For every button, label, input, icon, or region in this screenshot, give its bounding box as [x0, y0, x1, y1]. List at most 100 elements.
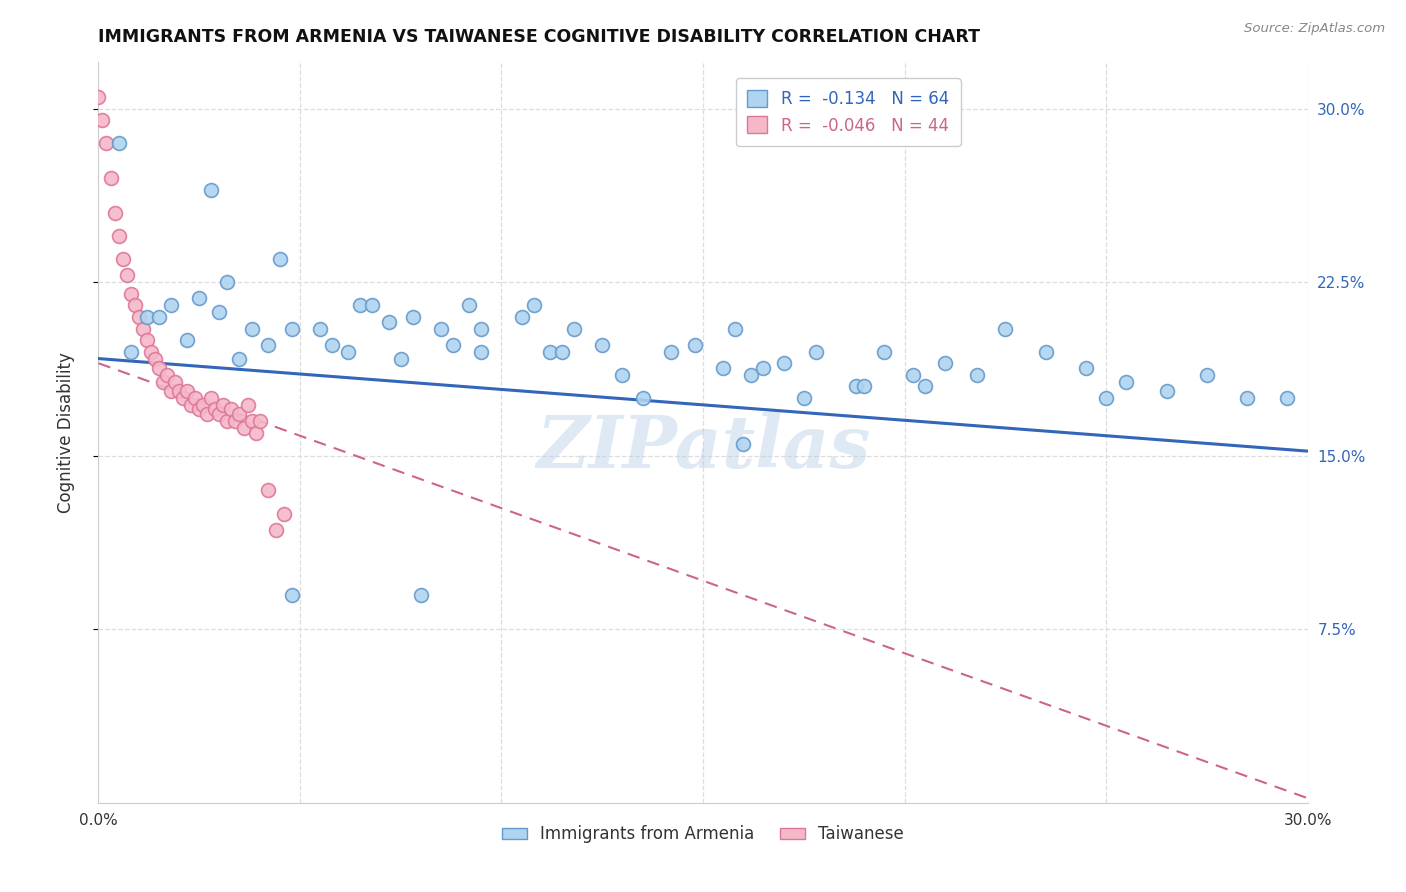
- Point: [562, 321, 585, 335]
- Point: [87, 90, 110, 104]
- Point: [914, 379, 936, 393]
- Point: [240, 414, 263, 428]
- Point: [402, 310, 425, 324]
- Point: [221, 402, 243, 417]
- Point: [901, 368, 924, 382]
- Point: [523, 298, 546, 312]
- Point: [107, 136, 129, 151]
- Point: [236, 398, 259, 412]
- Point: [160, 384, 183, 398]
- Point: [115, 268, 138, 283]
- Point: [228, 351, 250, 366]
- Text: Source: ZipAtlas.com: Source: ZipAtlas.com: [1244, 22, 1385, 36]
- Point: [458, 298, 481, 312]
- Point: [195, 407, 218, 421]
- Point: [160, 298, 183, 312]
- Point: [441, 337, 464, 351]
- Point: [966, 368, 988, 382]
- Point: [193, 398, 215, 412]
- Point: [269, 252, 291, 266]
- Point: [124, 298, 146, 312]
- Point: [389, 351, 412, 366]
- Point: [172, 391, 194, 405]
- Point: [377, 314, 399, 328]
- Point: [204, 402, 226, 417]
- Point: [430, 321, 453, 335]
- Point: [132, 321, 155, 335]
- Point: [228, 407, 250, 421]
- Point: [321, 337, 343, 351]
- Point: [1236, 391, 1258, 405]
- Point: [873, 344, 896, 359]
- Point: [208, 305, 231, 319]
- Point: [156, 368, 179, 382]
- Point: [208, 407, 231, 421]
- Point: [281, 321, 304, 335]
- Point: [103, 206, 125, 220]
- Point: [188, 292, 211, 306]
- Point: [200, 391, 222, 405]
- Point: [1035, 344, 1057, 359]
- Point: [232, 421, 254, 435]
- Point: [591, 337, 613, 351]
- Text: IMMIGRANTS FROM ARMENIA VS TAIWANESE COGNITIVE DISABILITY CORRELATION CHART: IMMIGRANTS FROM ARMENIA VS TAIWANESE COG…: [98, 28, 980, 45]
- Point: [152, 375, 174, 389]
- Point: [111, 252, 134, 266]
- Point: [184, 391, 207, 405]
- Point: [188, 402, 211, 417]
- Point: [96, 136, 118, 151]
- Point: [139, 344, 162, 359]
- Point: [470, 344, 492, 359]
- Point: [804, 344, 827, 359]
- Y-axis label: Cognitive Disability: Cognitive Disability: [56, 352, 75, 513]
- Point: [740, 368, 762, 382]
- Point: [212, 398, 235, 412]
- Point: [1074, 360, 1097, 375]
- Point: [200, 183, 222, 197]
- Point: [176, 384, 198, 398]
- Point: [1277, 391, 1299, 405]
- Point: [1115, 375, 1137, 389]
- Point: [264, 523, 287, 537]
- Point: [612, 368, 634, 382]
- Point: [217, 414, 239, 428]
- Point: [135, 310, 157, 324]
- Point: [845, 379, 868, 393]
- Point: [163, 375, 186, 389]
- Point: [361, 298, 384, 312]
- Point: [1095, 391, 1118, 405]
- Point: [683, 337, 706, 351]
- Point: [143, 351, 166, 366]
- Point: [120, 344, 142, 359]
- Point: [711, 360, 734, 375]
- Point: [180, 398, 202, 412]
- Text: ZIPatlas: ZIPatlas: [536, 412, 870, 483]
- Point: [934, 356, 956, 370]
- Point: [91, 113, 114, 128]
- Point: [349, 298, 371, 312]
- Point: [793, 391, 815, 405]
- Point: [538, 344, 561, 359]
- Point: [337, 344, 360, 359]
- Point: [309, 321, 332, 335]
- Point: [470, 321, 492, 335]
- Point: [256, 483, 278, 498]
- Point: [631, 391, 654, 405]
- Point: [551, 344, 574, 359]
- Point: [245, 425, 267, 440]
- Point: [853, 379, 876, 393]
- Point: [176, 333, 198, 347]
- Point: [148, 310, 170, 324]
- Point: [659, 344, 682, 359]
- Point: [409, 588, 432, 602]
- Point: [107, 229, 129, 244]
- Point: [256, 337, 278, 351]
- Point: [752, 360, 775, 375]
- Point: [1195, 368, 1218, 382]
- Point: [994, 321, 1017, 335]
- Point: [733, 437, 755, 451]
- Legend: Immigrants from Armenia, Taiwanese: Immigrants from Armenia, Taiwanese: [495, 819, 911, 850]
- Point: [135, 333, 157, 347]
- Point: [772, 356, 794, 370]
- Point: [128, 310, 150, 324]
